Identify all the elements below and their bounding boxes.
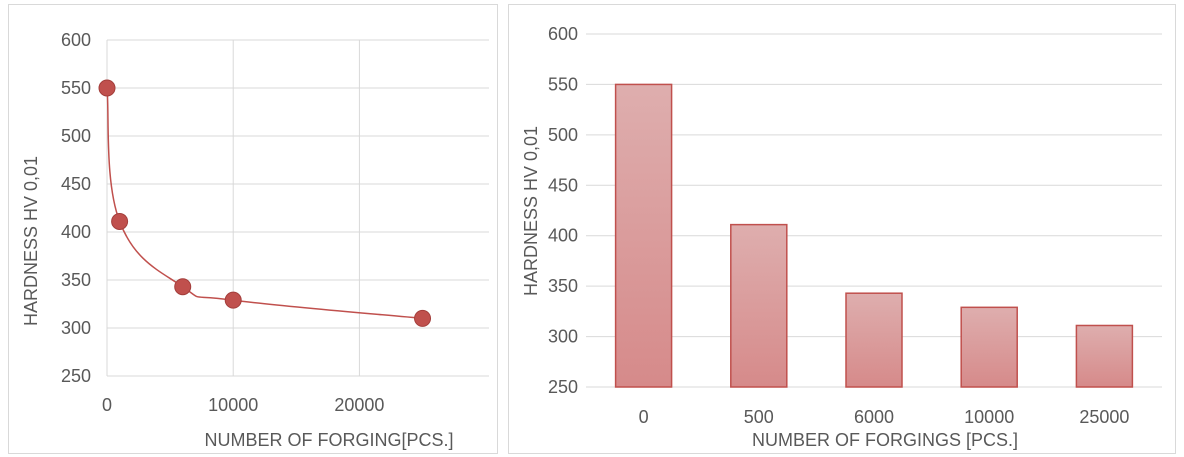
y-tick-label: 500 (61, 126, 91, 146)
y-axis-title: HARDNESS HV 0,01 (21, 156, 41, 326)
y-tick-label: 250 (61, 366, 91, 386)
data-point (224, 291, 242, 309)
y-axis-title: HARDNESS HV 0,01 (521, 126, 541, 296)
x-axis-ticks: 0 10000 20000 (102, 395, 384, 415)
data-point (111, 212, 129, 230)
bar (960, 306, 1018, 388)
bar (730, 223, 788, 388)
hardness-bar-chart: 250 300 350 400 450 500 550 600 0 500 6000 10000 25… (521, 24, 1162, 450)
data-points (98, 79, 432, 327)
y-tick-label: 550 (61, 78, 91, 98)
series-line (106, 87, 423, 320)
grid (106, 39, 489, 377)
x-tick-label: 20000 (334, 395, 384, 415)
y-tick-label: 450 (548, 175, 578, 195)
bar (614, 83, 673, 388)
hardness-line-chart: 250 300 350 400 450 500 550 600 0 10000 20000 NUM… (21, 30, 489, 450)
x-axis-title: NUMBER OF FORGINGS [PCS.] (752, 430, 1018, 450)
y-axis-ticks: 250 300 350 400 450 500 550 600 (61, 30, 91, 386)
x-tick-label: 500 (744, 407, 774, 427)
data-point (414, 309, 432, 327)
hardness-line-chart-panel: 250 300 350 400 450 500 550 600 0 10000 20000 NUM… (8, 4, 498, 454)
hardness-bar-chart-panel: 250 300 350 400 450 500 550 600 0 500 6000 10000 25… (508, 4, 1176, 454)
bar (1075, 324, 1134, 388)
y-tick-label: 600 (548, 24, 578, 44)
y-tick-label: 600 (61, 30, 91, 50)
y-tick-label: 400 (61, 222, 91, 242)
y-axis-ticks: 250 300 350 400 450 500 550 600 (548, 24, 578, 397)
x-tick-label: 25000 (1079, 407, 1129, 427)
x-tick-label: 10000 (208, 395, 258, 415)
x-tick-label: 10000 (964, 407, 1014, 427)
y-tick-label: 550 (548, 74, 578, 94)
y-tick-label: 300 (61, 318, 91, 338)
y-tick-label: 500 (548, 125, 578, 145)
data-point (174, 278, 192, 296)
y-tick-label: 350 (548, 276, 578, 296)
data-point (98, 79, 116, 97)
y-tick-label: 400 (548, 226, 578, 246)
x-axis-ticks: 0 500 6000 10000 25000 (639, 407, 1130, 427)
y-tick-label: 250 (548, 377, 578, 397)
x-axis-title: NUMBER OF FORGING[PCS.] (204, 430, 453, 450)
bars (614, 83, 1134, 388)
bar (845, 292, 903, 388)
x-tick-label: 6000 (854, 407, 894, 427)
x-tick-label: 0 (102, 395, 112, 415)
y-tick-label: 300 (548, 327, 578, 347)
y-tick-label: 450 (61, 174, 91, 194)
y-tick-label: 350 (61, 270, 91, 290)
x-tick-label: 0 (639, 407, 649, 427)
